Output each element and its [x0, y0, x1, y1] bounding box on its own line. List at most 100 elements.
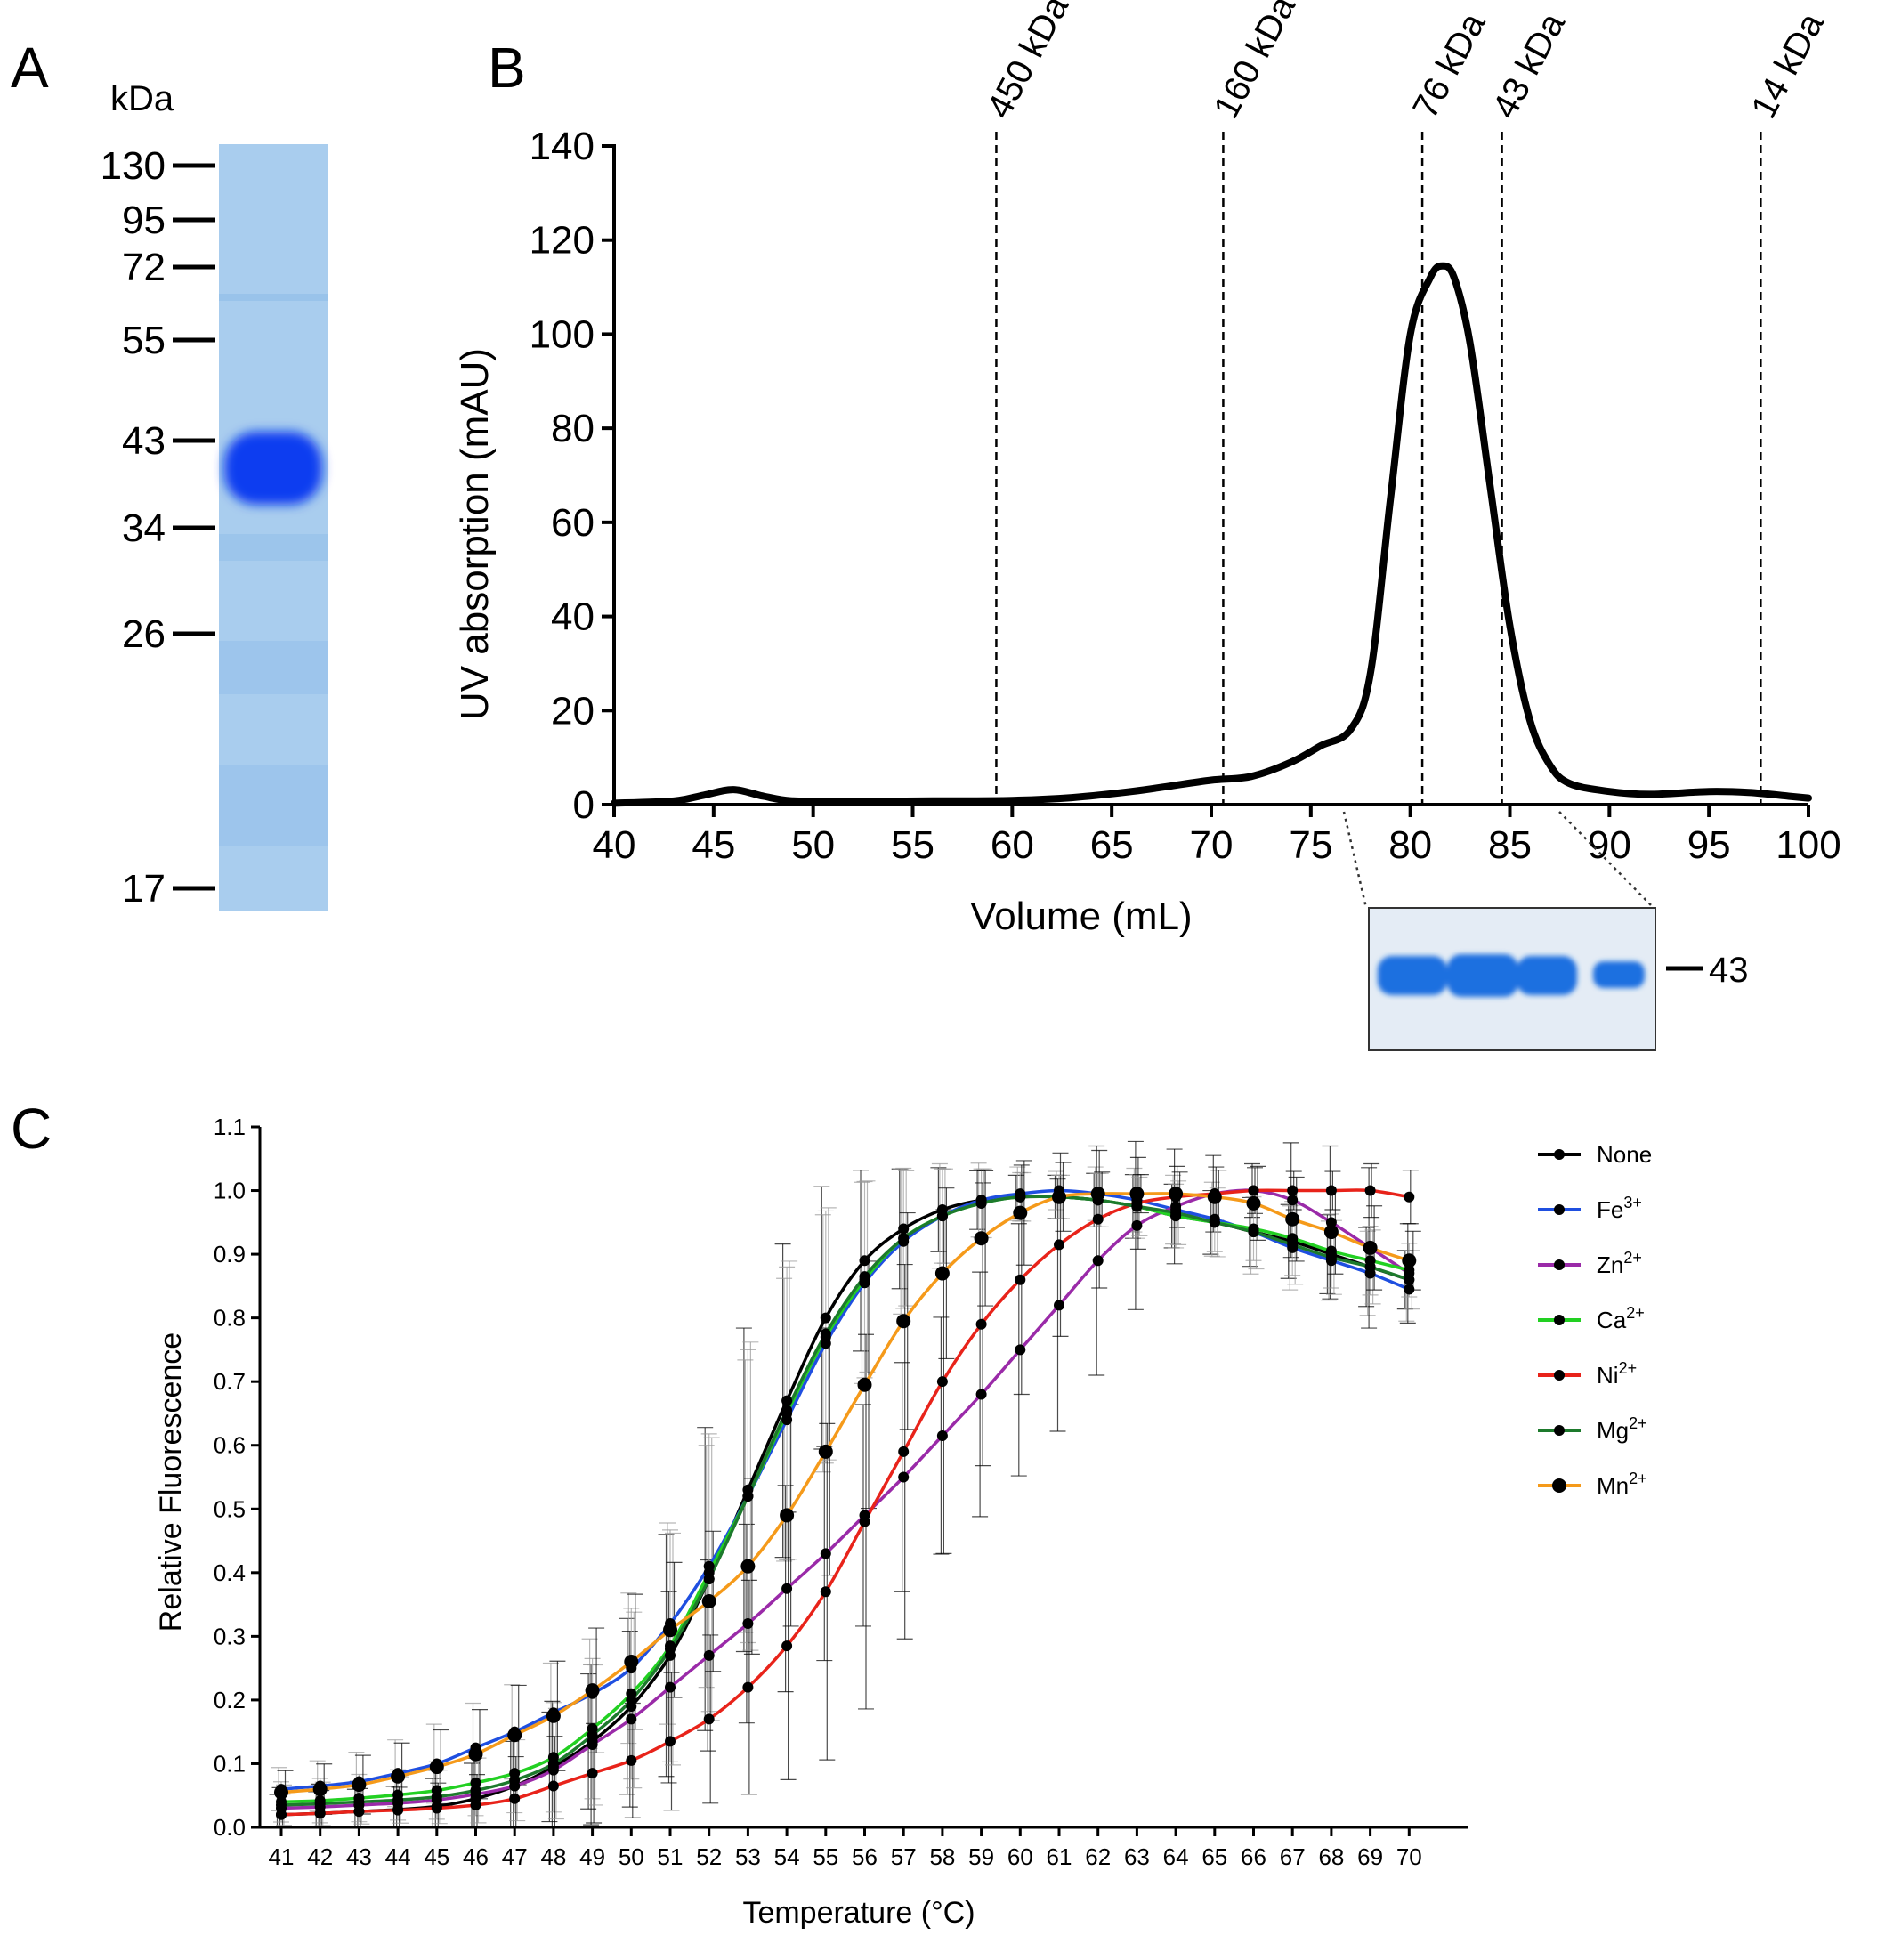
- data-point-ni: [1404, 1191, 1415, 1203]
- gel-marker-label: 95: [122, 198, 166, 242]
- data-point-ni: [587, 1768, 598, 1779]
- legend-label: None: [1597, 1141, 1652, 1168]
- data-point-ni: [1015, 1274, 1026, 1285]
- x-tick-label: 40: [593, 823, 636, 867]
- inset-connector-left: [1342, 811, 1368, 909]
- legend-label: Fe3+: [1597, 1194, 1642, 1223]
- data-point-mn: [896, 1314, 911, 1329]
- reference-line-label: 76 kDa: [1405, 6, 1493, 125]
- x-tick-label: 50: [619, 1843, 644, 1870]
- x-tick-label: 43: [346, 1843, 372, 1870]
- data-point-ni: [314, 1808, 326, 1819]
- x-tick-label: 41: [269, 1843, 295, 1870]
- y-tick-label: 0: [573, 783, 595, 827]
- data-point-mg: [509, 1775, 521, 1786]
- data-point-ni: [703, 1713, 715, 1725]
- y-tick-label: 40: [551, 595, 595, 639]
- x-tick-label: 49: [579, 1843, 605, 1870]
- x-tick-label: 51: [658, 1843, 684, 1870]
- data-point-zn: [1131, 1219, 1143, 1231]
- data-point-mg: [1248, 1227, 1259, 1238]
- x-tick-label: 70: [1190, 823, 1234, 867]
- y-tick-label: 80: [551, 407, 595, 450]
- data-point-mn: [1402, 1253, 1417, 1268]
- data-point-fe: [1404, 1284, 1415, 1295]
- data-point-ni: [470, 1799, 481, 1810]
- x-tick-label: 46: [463, 1843, 489, 1870]
- gel-marker-label: 43: [122, 419, 166, 463]
- data-point-zn: [1287, 1195, 1299, 1206]
- data-point-mg: [587, 1729, 598, 1741]
- x-tick-label: 60: [991, 823, 1034, 867]
- x-tick-label: 45: [692, 823, 735, 867]
- panel-letter-b: B: [488, 36, 526, 100]
- data-point-mg: [1209, 1217, 1220, 1228]
- legend-label: Mn2+: [1597, 1470, 1647, 1499]
- legend-marker: [1554, 1315, 1565, 1325]
- y-tick-label: 140: [530, 125, 595, 168]
- series-line-none: [280, 1195, 1410, 1817]
- data-point-ni: [1287, 1185, 1299, 1196]
- x-tick-label: 64: [1163, 1843, 1189, 1870]
- y-axis-label: Relative Fluorescence: [154, 1332, 188, 1632]
- y-tick-label: 20: [551, 689, 595, 733]
- data-point-mn: [1169, 1187, 1184, 1202]
- data-point-zn: [1325, 1217, 1337, 1228]
- x-tick-label: 56: [852, 1843, 878, 1870]
- data-point-ni: [1364, 1185, 1376, 1196]
- gel-unit-label: kDa: [110, 79, 174, 118]
- data-point-zn: [898, 1471, 910, 1483]
- series-lines: [280, 1188, 1411, 1817]
- data-point-zn: [587, 1738, 598, 1750]
- data-point-mn: [546, 1708, 561, 1723]
- y-tick-label: 0.3: [214, 1623, 246, 1649]
- data-point-ni: [547, 1780, 559, 1792]
- data-point-mg: [314, 1798, 326, 1810]
- data-point-zn: [1092, 1255, 1104, 1267]
- data-point-mn: [1207, 1189, 1222, 1204]
- legend-label: Zn2+: [1597, 1249, 1642, 1278]
- x-tick-label: 61: [1047, 1843, 1072, 1870]
- gel-main-band: [224, 432, 322, 505]
- data-point-zn: [1054, 1300, 1064, 1311]
- y-tick-label: 0.6: [214, 1432, 246, 1459]
- reference-line-label: 160 kDa: [1207, 0, 1304, 125]
- data-point-none: [859, 1255, 870, 1267]
- data-point-mg: [626, 1694, 637, 1705]
- x-tick-label: 54: [774, 1843, 800, 1870]
- data-point-mg: [470, 1785, 481, 1796]
- inset-gel: 43: [1342, 811, 1749, 1051]
- x-tick-label: 62: [1085, 1843, 1111, 1870]
- gel-faint-band: [219, 641, 328, 694]
- gel-marker-label: 72: [122, 246, 166, 289]
- data-point-mn: [857, 1377, 872, 1392]
- inset-band: [1447, 954, 1518, 997]
- gel-marker-label: 130: [101, 144, 166, 188]
- data-point-mn: [585, 1683, 600, 1698]
- data-point-mn: [701, 1594, 716, 1609]
- data-point-mg: [547, 1758, 559, 1770]
- data-point-mn: [780, 1508, 795, 1523]
- y-tick-label: 0.8: [214, 1305, 246, 1332]
- x-axis-label: Volume (mL): [970, 895, 1192, 938]
- y-tick-label: 100: [530, 312, 595, 356]
- gel-marker-label: 17: [122, 867, 166, 911]
- data-point-mn: [934, 1266, 950, 1281]
- y-tick-label: 0.7: [214, 1368, 246, 1395]
- x-tick-label: 69: [1357, 1843, 1383, 1870]
- data-point-none: [898, 1223, 910, 1235]
- x-tick-label: 63: [1124, 1843, 1150, 1870]
- data-point-ca: [470, 1777, 481, 1788]
- data-point-mn: [391, 1769, 406, 1784]
- data-point-ni: [742, 1681, 754, 1693]
- panel-letter-c: C: [11, 1097, 52, 1161]
- data-point-mg: [276, 1799, 287, 1810]
- gel-faint-band: [219, 294, 328, 301]
- data-point-mn: [624, 1654, 639, 1669]
- axes: 0.0 0.1 0.2 0.3 0.4 0.5 0.6 0.7 0.8 0.9 1.0 1.1 41 42…: [214, 1114, 1468, 1870]
- data-point-mg: [1015, 1191, 1026, 1203]
- y-tick-label: 0.5: [214, 1495, 246, 1522]
- data-point-zn: [665, 1681, 676, 1693]
